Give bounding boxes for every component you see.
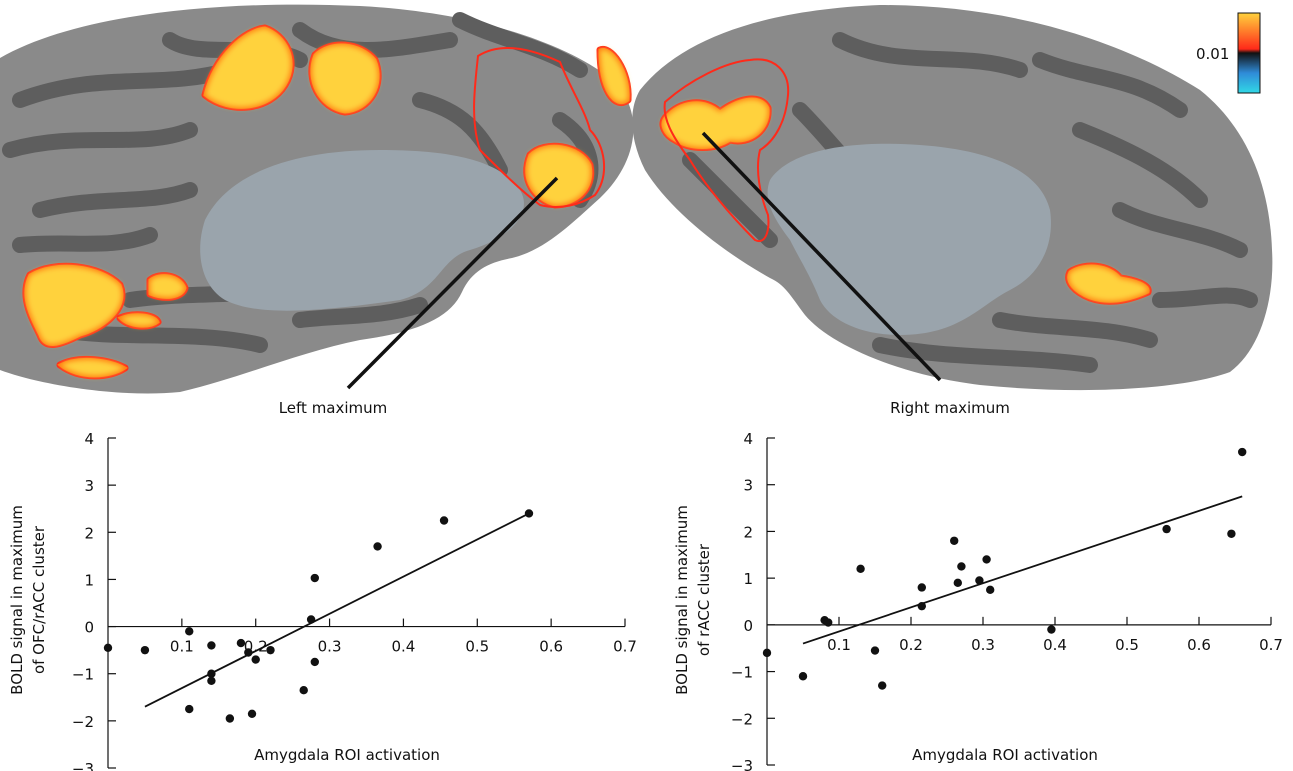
x-tick-label: 0.3 xyxy=(318,638,342,656)
left-hemisphere xyxy=(0,4,634,394)
data-point xyxy=(236,638,246,648)
right-pointer-line xyxy=(701,131,942,382)
data-point xyxy=(917,601,926,611)
right-roi-outline xyxy=(663,58,790,243)
y-tick-label: 0 xyxy=(84,619,94,637)
right-maximum-label: Right maximum xyxy=(890,399,1010,417)
left-pointer-line xyxy=(346,176,559,390)
left-maximum-label: Left maximum xyxy=(279,399,388,417)
y-tick-label: 3 xyxy=(743,477,753,495)
data-point xyxy=(957,562,966,571)
colorbar: 0.01 xyxy=(1196,12,1261,94)
y-tick-label: 3 xyxy=(84,477,94,495)
data-point xyxy=(373,542,382,551)
y-axis-label: of rACC cluster xyxy=(695,543,713,656)
left-roi-outline xyxy=(473,47,606,208)
data-point xyxy=(299,686,308,695)
data-point xyxy=(140,645,150,655)
y-tick-label: 4 xyxy=(743,430,753,448)
y-axis-label: BOLD signal in maximum xyxy=(673,505,691,695)
data-point xyxy=(207,676,216,685)
data-point xyxy=(207,669,216,678)
y-tick-label: −1 xyxy=(72,666,94,684)
data-point xyxy=(524,509,534,518)
x-tick-label: 0.4 xyxy=(391,638,415,656)
right-sulci xyxy=(682,32,1258,373)
data-point xyxy=(1238,447,1247,457)
right-activation-blobs xyxy=(659,95,1152,305)
data-point xyxy=(310,573,319,583)
data-point xyxy=(870,646,880,655)
data-point xyxy=(185,627,194,636)
y-tick-label: −2 xyxy=(72,713,94,731)
y-tick-label: 2 xyxy=(84,524,94,542)
data-point xyxy=(247,709,257,718)
data-point xyxy=(953,578,962,588)
x-tick-label: 0.5 xyxy=(465,638,489,656)
y-tick-label: −3 xyxy=(72,760,94,771)
x-tick-label: 0.4 xyxy=(1043,636,1067,654)
right-scatter-chart: 4 3 2 1 0 −1 −2 −3 0.1 0.2 0.3 0.4 0.5 0.6 0.7 Amygdala… xyxy=(673,430,1283,771)
data-point xyxy=(798,672,808,681)
data-point xyxy=(1047,625,1056,634)
data-point xyxy=(439,516,449,525)
regression-line xyxy=(802,495,1243,645)
y-axis-label: of OFC/rACC cluster xyxy=(30,525,48,674)
y-tick-label: −1 xyxy=(731,664,753,682)
data-point xyxy=(1162,524,1171,534)
data-point xyxy=(824,618,833,627)
regression-line xyxy=(144,512,530,708)
x-tick-label: 0.1 xyxy=(827,636,851,654)
right-hemisphere xyxy=(632,5,1273,391)
y-tick-label: 1 xyxy=(743,570,753,588)
data-point xyxy=(207,641,216,650)
data-point xyxy=(975,576,984,585)
x-tick-label: 0.6 xyxy=(1187,636,1211,654)
data-point xyxy=(917,583,926,592)
data-point xyxy=(306,615,316,624)
data-point xyxy=(856,564,865,573)
data-point xyxy=(878,681,887,690)
x-tick-label: 0.1 xyxy=(170,638,194,656)
data-point xyxy=(266,645,275,655)
x-tick-label: 0.6 xyxy=(539,638,563,656)
data-point xyxy=(1227,529,1236,538)
x-axis-label: Amygdala ROI activation xyxy=(254,746,440,764)
y-tick-label: 4 xyxy=(84,430,94,448)
x-axis-label: Amygdala ROI activation xyxy=(912,746,1098,764)
y-tick-label: 1 xyxy=(84,571,94,589)
y-tick-label: −2 xyxy=(731,710,753,728)
x-tick-label: 0.7 xyxy=(613,638,637,656)
data-point xyxy=(225,714,235,723)
y-tick-label: 0 xyxy=(743,617,753,635)
colorbar-label: 0.01 xyxy=(1196,45,1229,63)
right-medial-wall xyxy=(767,143,1051,335)
x-tick-label: 0.3 xyxy=(971,636,995,654)
x-tick-label: 0.2 xyxy=(899,636,923,654)
data-point xyxy=(244,648,253,657)
y-axis-label: BOLD signal in maximum xyxy=(8,505,26,695)
y-tick-label: −3 xyxy=(731,757,753,771)
data-point xyxy=(950,536,959,545)
x-tick-label: 0.7 xyxy=(1259,636,1283,654)
data-point xyxy=(103,643,113,652)
left-medial-wall xyxy=(200,150,524,311)
x-tick-label: 0.5 xyxy=(1115,636,1139,654)
colorbar-bar xyxy=(1237,12,1261,94)
data-point xyxy=(762,648,772,658)
data-point xyxy=(982,555,991,564)
data-point xyxy=(185,704,194,714)
data-point xyxy=(251,655,260,664)
y-tick-label: 2 xyxy=(743,523,753,541)
data-point xyxy=(310,657,319,667)
data-point xyxy=(986,585,995,595)
